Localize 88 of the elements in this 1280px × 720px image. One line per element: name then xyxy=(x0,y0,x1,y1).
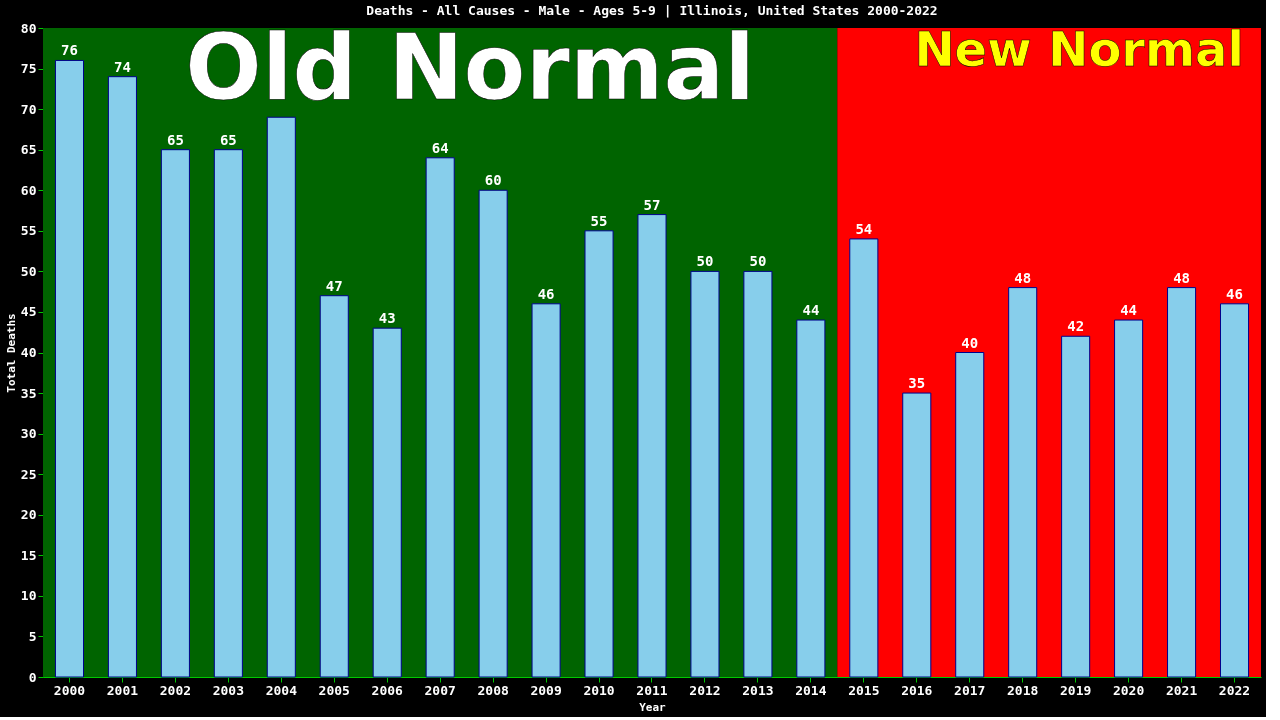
data-label: 44 xyxy=(802,302,820,319)
data-label: 65 xyxy=(219,131,237,148)
data-label: 54 xyxy=(855,220,873,237)
data-label: 46 xyxy=(537,285,555,302)
x-tick-label: 2018 xyxy=(1007,682,1039,698)
bar xyxy=(1219,303,1250,678)
y-tick-label: 15 xyxy=(20,547,37,563)
bar xyxy=(796,319,826,678)
y-tick-label: 50 xyxy=(20,263,37,279)
y-axis-title: Total Deaths xyxy=(4,313,18,393)
y-tick-label: 65 xyxy=(20,142,37,158)
x-tick-label: 2019 xyxy=(1060,682,1092,698)
y-tick-label: 10 xyxy=(20,588,37,604)
data-label: 35 xyxy=(908,375,926,392)
data-label: 74 xyxy=(114,58,131,75)
bar xyxy=(319,295,349,678)
x-tick-label: 2004 xyxy=(265,682,298,698)
bar xyxy=(213,149,243,678)
bar xyxy=(531,303,561,678)
x-tick-label: 2017 xyxy=(954,682,986,698)
bar xyxy=(690,270,720,678)
data-label: 50 xyxy=(749,253,767,270)
x-tick-label: 2011 xyxy=(636,682,668,698)
y-tick-label: 55 xyxy=(20,223,37,239)
x-tick-label: 2014 xyxy=(795,682,827,698)
x-tick-label: 2006 xyxy=(371,682,404,698)
x-tick-label: 2015 xyxy=(848,682,880,698)
bar xyxy=(637,214,667,678)
bar xyxy=(743,270,773,678)
data-label: 47 xyxy=(325,277,343,294)
data-label: 44 xyxy=(1120,302,1138,319)
y-tick-label: 40 xyxy=(20,345,37,360)
bar xyxy=(54,59,85,678)
x-tick-label: 2008 xyxy=(477,682,509,698)
bar xyxy=(955,352,985,678)
data-label: 60 xyxy=(484,172,502,189)
bar xyxy=(266,116,296,678)
bar xyxy=(478,189,508,678)
y-tick-label: 20 xyxy=(20,507,37,523)
bar xyxy=(160,149,190,678)
x-tick-label: 2012 xyxy=(689,682,721,698)
bar xyxy=(1008,287,1038,678)
data-label: 64 xyxy=(431,139,449,156)
y-tick-label: 25 xyxy=(20,466,37,482)
data-label: 57 xyxy=(643,196,661,213)
x-tick-label: 2021 xyxy=(1165,682,1198,698)
x-tick-label: 2002 xyxy=(159,682,192,698)
bar xyxy=(425,157,455,678)
data-label: 42 xyxy=(1067,318,1085,335)
band-label: New Normal xyxy=(914,21,1244,77)
y-tick-label: 35 xyxy=(20,385,37,401)
y-tick-label: 60 xyxy=(20,182,37,198)
data-label: 50 xyxy=(696,253,714,270)
data-label: 46 xyxy=(1226,285,1243,302)
x-tick-label: 2016 xyxy=(901,682,933,698)
x-tick-label: 2001 xyxy=(106,682,139,698)
y-tick-label: 70 xyxy=(20,101,37,117)
y-tick-label: 80 xyxy=(20,20,37,36)
data-label: 48 xyxy=(1014,269,1032,286)
y-tick-label: 75 xyxy=(20,61,37,77)
bar xyxy=(584,230,614,678)
data-label: 40 xyxy=(961,334,979,351)
x-tick-label: 2000 xyxy=(53,682,86,698)
y-tick-label: 45 xyxy=(20,304,37,320)
data-label: 43 xyxy=(378,310,396,327)
x-tick-label: 2009 xyxy=(530,682,562,698)
y-tick-label: 0 xyxy=(28,669,37,685)
x-tick-label: 2013 xyxy=(742,682,774,698)
bar xyxy=(107,76,137,678)
bar xyxy=(1114,319,1144,678)
bar xyxy=(849,238,879,678)
x-tick-label: 2020 xyxy=(1112,682,1145,698)
data-label: 76 xyxy=(61,42,78,59)
y-tick-label: 5 xyxy=(28,628,37,644)
bar xyxy=(1061,335,1091,678)
data-label: 48 xyxy=(1173,269,1190,286)
bar xyxy=(902,392,932,678)
x-tick-label: 2005 xyxy=(318,682,350,698)
x-tick-label: 2007 xyxy=(424,682,456,698)
data-label: 55 xyxy=(590,212,608,229)
bar xyxy=(1167,287,1197,678)
x-tick-label: 2010 xyxy=(583,682,615,698)
x-tick-label: 2003 xyxy=(212,682,244,698)
data-label: 65 xyxy=(166,131,184,148)
bar xyxy=(372,327,402,678)
y-tick-label: 30 xyxy=(20,426,37,442)
x-tick-label: 2022 xyxy=(1218,682,1251,698)
x-axis-title: Year xyxy=(639,700,667,714)
